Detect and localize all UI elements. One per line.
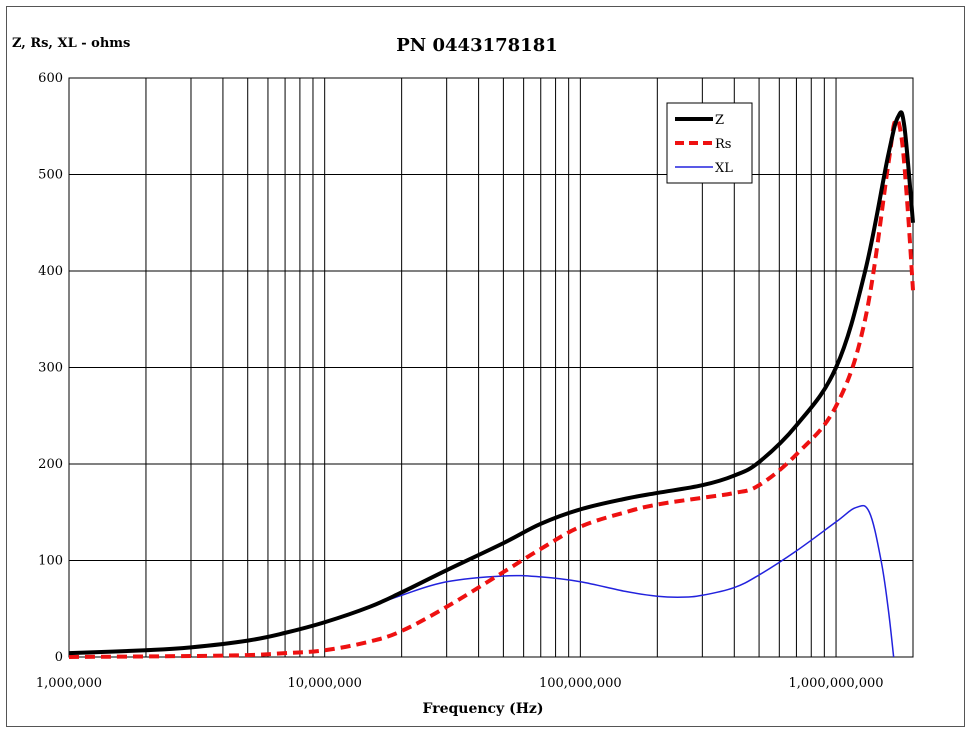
x-tick-label: 100,000,000 [539,676,622,691]
series-line-rs [68,117,915,659]
impedance-chart: PN 0443178181 Z, Rs, XL - ohms Frequency… [12,35,915,717]
y-tick-label: 500 [38,168,63,183]
x-axis-label: Frequency (Hz) [423,701,544,717]
y-tick-label: 100 [38,554,63,569]
y-tick-label: 600 [38,71,63,86]
plot-area-border [68,77,914,658]
series-lines [68,110,915,659]
y-tick-label: 200 [38,457,63,472]
x-tick-label: 1,000,000,000 [788,676,883,691]
x-tick-label: 10,000,000 [287,676,361,691]
legend: Z Rs XL [666,102,753,184]
series-line-z [68,110,915,656]
legend-label-xl: XL [715,161,733,176]
tick-labels: 0 100 200 300 400 500 600 1,000,000 10,000,000 10… [36,71,884,691]
chart-title: PN 0443178181 [396,35,558,56]
y-tick-label: 300 [38,361,63,376]
legend-label-z: Z [715,113,724,128]
grid [68,77,914,658]
y-axis-label: Z, Rs, XL - ohms [12,36,130,51]
legend-label-rs: Rs [715,137,731,152]
chart-frame: PN 0443178181 Z, Rs, XL - ohms Frequency… [6,6,965,727]
series-line-xl [68,504,895,658]
y-tick-label: 400 [38,264,63,279]
y-tick-label: 0 [55,650,63,665]
x-tick-label: 1,000,000 [36,676,102,691]
